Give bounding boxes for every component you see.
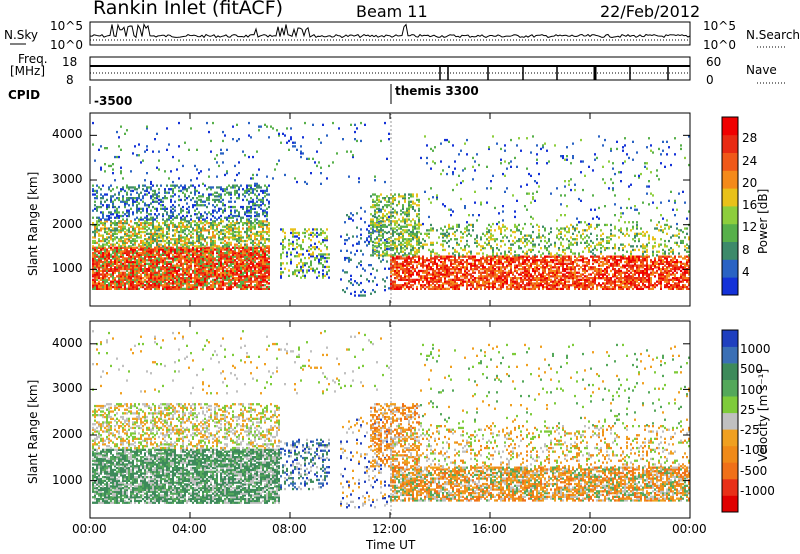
- freq-label: Freq.: [18, 52, 48, 66]
- cpid-label: CPID: [8, 88, 41, 102]
- ytick-label: 4000: [52, 335, 83, 350]
- xtick-label: 08:00: [272, 522, 307, 536]
- noise-tick-top-left: 10^5: [50, 19, 83, 33]
- power-panel: [89, 112, 691, 307]
- freq-unit-label: [MHz]: [10, 64, 46, 78]
- ytick-label: 2000: [52, 427, 83, 441]
- date-label: 22/Feb/2012: [600, 2, 701, 21]
- velocity-cbar-tick: -100: [740, 443, 768, 458]
- xlabel: Time UT: [366, 538, 416, 552]
- velocity-cbar-tick: -500: [740, 463, 768, 478]
- power-colorbar: [721, 116, 739, 296]
- beam-label: Beam 11: [356, 2, 428, 21]
- ytick-label: 1000: [52, 472, 83, 487]
- velocity-cbar-tick: 100: [740, 382, 763, 397]
- power-cbar-tick: 4: [742, 264, 750, 279]
- velocity-cbar-tick: -25: [740, 423, 760, 438]
- freq-tick-bottom: 8: [66, 73, 74, 87]
- noise-tick-top-right: 10^5: [703, 19, 736, 33]
- cpid-value-2: themis 3300: [395, 84, 479, 98]
- nave-tick-top: 60: [706, 55, 722, 69]
- cpid-panel: [89, 84, 392, 104]
- velocity-cbar-tick: 25: [740, 402, 756, 417]
- noise-panel: [10, 21, 786, 48]
- velocity-panel: [89, 113, 691, 519]
- xtick-label: 04:00: [172, 522, 207, 536]
- velocity-ylabel: Slant Range [km]: [26, 379, 40, 484]
- power-cbar-tick: 16: [742, 198, 758, 212]
- xtick-label: 12:00: [372, 522, 407, 536]
- power-cbar-tick: 28: [742, 131, 758, 146]
- ytick-label: 2000: [52, 216, 83, 231]
- power-cbar-tick: 8: [742, 242, 750, 257]
- power-ylabel: Slant Range [km]: [26, 171, 40, 276]
- velocity-colorbar: [721, 329, 739, 513]
- xtick-label: 20:00: [572, 522, 607, 536]
- velocity-cbar-tick: -1000: [740, 483, 775, 498]
- ytick-label: 3000: [52, 381, 83, 396]
- power-cbar-tick: 24: [742, 153, 758, 168]
- noise-tick-bottom-right: 10^0: [703, 38, 736, 52]
- power-cbar-tick: 12: [742, 220, 758, 235]
- nave-tick-bottom: 0: [706, 73, 714, 87]
- velocity-cbar-tick: 500: [740, 362, 763, 377]
- nsky-label: N.Sky: [4, 28, 39, 42]
- ytick-label: 3000: [52, 172, 83, 186]
- xtick-label: 00:00: [72, 522, 107, 536]
- power-colorbar-label: Power [dB]: [756, 188, 770, 254]
- radar-title: Rankin Inlet (fitACF): [93, 0, 284, 19]
- noise-tick-bottom-left: 10^0: [50, 38, 83, 52]
- xtick-label: 16:00: [472, 522, 507, 536]
- nsearch-label: N.Search: [746, 28, 800, 42]
- freq-panel: [89, 56, 786, 84]
- freq-tick-top: 18: [62, 55, 78, 69]
- xtick-label: 00:00: [672, 522, 707, 536]
- ytick-label: 4000: [52, 127, 83, 142]
- velocity-cbar-tick: 1000: [740, 342, 771, 357]
- power-cbar-tick: 20: [742, 175, 758, 190]
- cpid-value-1: -3500: [94, 94, 133, 108]
- ytick-label: 1000: [52, 261, 83, 276]
- nave-label: Nave: [746, 63, 777, 77]
